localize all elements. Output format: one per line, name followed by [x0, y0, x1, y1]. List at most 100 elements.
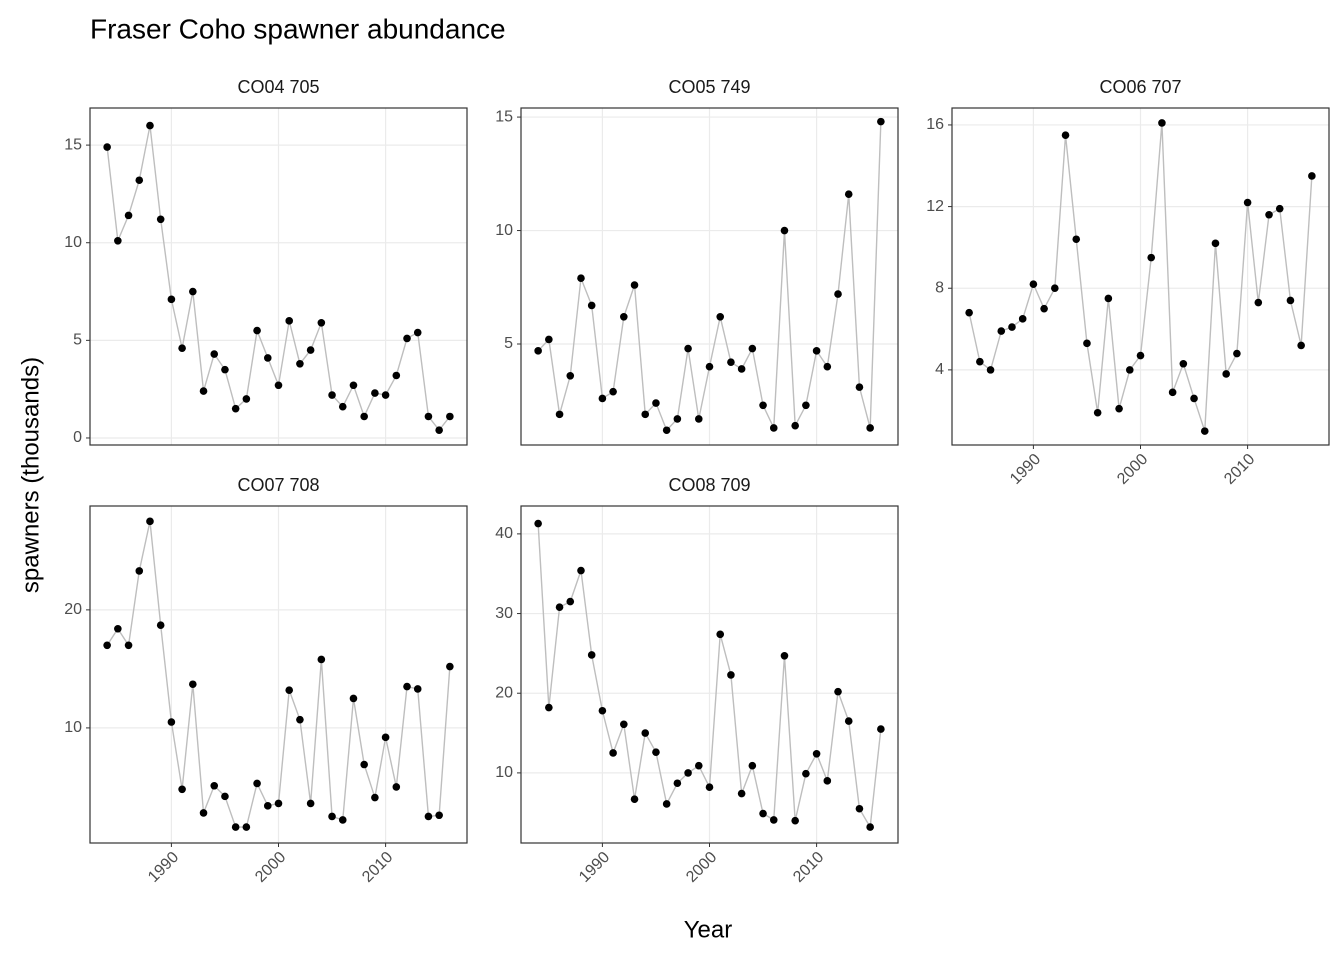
data-point	[146, 121, 154, 130]
y-tick-label: 5	[73, 332, 82, 349]
data-point	[802, 769, 810, 778]
data-point	[727, 671, 735, 679]
data-point	[114, 236, 122, 245]
data-point	[759, 401, 767, 410]
data-point	[199, 387, 208, 395]
data-point	[135, 176, 144, 185]
data-point	[566, 371, 575, 380]
data-point	[673, 779, 682, 788]
data-point	[306, 346, 315, 354]
data-point	[534, 347, 542, 355]
data-point	[1051, 284, 1059, 293]
data-point	[630, 795, 639, 803]
data-point	[1286, 296, 1295, 305]
data-point	[263, 354, 272, 362]
data-point	[748, 344, 757, 353]
data-point	[446, 412, 454, 421]
data-point	[371, 389, 379, 397]
data-point	[652, 748, 660, 756]
data-point	[1222, 370, 1230, 378]
data-point	[1093, 408, 1102, 417]
data-point	[545, 335, 553, 344]
data-point	[986, 366, 995, 374]
y-tick-label: 16	[926, 116, 944, 133]
panel: CO06 707 4 8 12 16 1990 2000 2010	[926, 77, 1330, 488]
x-tick-label: 1990	[576, 849, 613, 886]
x-tick-label: 2000	[1114, 451, 1151, 488]
data-point	[545, 703, 553, 712]
data-point	[705, 362, 714, 371]
data-point	[620, 312, 628, 321]
data-point	[577, 566, 585, 575]
data-point	[1029, 280, 1038, 288]
data-point	[694, 761, 703, 770]
data-point	[156, 215, 165, 224]
data-point	[855, 383, 864, 391]
data-point	[435, 811, 443, 820]
data-point	[210, 781, 219, 790]
data-point	[976, 357, 984, 366]
data-point	[1168, 388, 1177, 397]
y-tick-label: 10	[495, 764, 513, 781]
data-point	[780, 651, 789, 660]
data-point	[424, 412, 433, 421]
data-point	[306, 799, 315, 808]
y-tick-label: 12	[926, 198, 944, 215]
x-tick-label: 2000	[252, 849, 289, 886]
data-point	[716, 630, 725, 639]
data-point	[403, 682, 411, 691]
data-point	[317, 655, 326, 664]
data-point	[328, 391, 336, 399]
data-point	[1018, 315, 1027, 323]
data-point	[1233, 349, 1241, 358]
data-point	[555, 410, 564, 419]
data-point	[834, 290, 842, 298]
data-point	[1158, 119, 1166, 127]
x-tick-label: 1990	[145, 849, 182, 886]
data-point	[641, 729, 650, 737]
data-point	[1147, 253, 1156, 262]
x-tick-label: 2000	[683, 849, 720, 886]
data-point	[360, 760, 368, 769]
data-point	[609, 749, 617, 757]
y-tick-label: 15	[64, 136, 82, 153]
data-point	[1254, 298, 1263, 307]
data-point	[189, 680, 197, 689]
data-point	[566, 597, 575, 606]
data-point	[844, 190, 853, 199]
data-point	[253, 779, 261, 788]
data-point	[1115, 404, 1123, 413]
panel-title: CO04 705	[237, 77, 319, 97]
data-point	[103, 641, 111, 650]
data-point	[652, 399, 660, 407]
data-point	[716, 312, 725, 321]
data-point	[1083, 339, 1091, 348]
data-point	[146, 517, 154, 526]
data-point	[210, 350, 219, 358]
data-point	[823, 362, 832, 371]
data-point	[555, 603, 564, 611]
data-point	[381, 733, 390, 742]
data-point	[1136, 351, 1145, 360]
data-point	[413, 685, 422, 693]
data-point	[1275, 204, 1284, 213]
data-point	[791, 421, 799, 430]
data-point	[748, 761, 757, 770]
data-point	[1061, 131, 1070, 139]
panel: CO07 708 10 20 1990 2000 2010	[64, 475, 468, 886]
data-point	[296, 715, 304, 724]
data-point	[263, 802, 272, 810]
panel-title: CO06 707	[1099, 77, 1181, 97]
y-axis-label: spawners (thousands)	[17, 357, 44, 593]
data-point	[587, 651, 596, 659]
y-tick-label: 40	[495, 525, 513, 542]
data-point	[641, 410, 650, 419]
data-point	[124, 641, 133, 650]
data-point	[769, 424, 778, 432]
data-point	[178, 785, 186, 794]
data-point	[823, 777, 832, 785]
y-tick-label: 30	[495, 605, 513, 622]
y-tick-label: 4	[935, 361, 944, 378]
data-point	[577, 274, 585, 283]
